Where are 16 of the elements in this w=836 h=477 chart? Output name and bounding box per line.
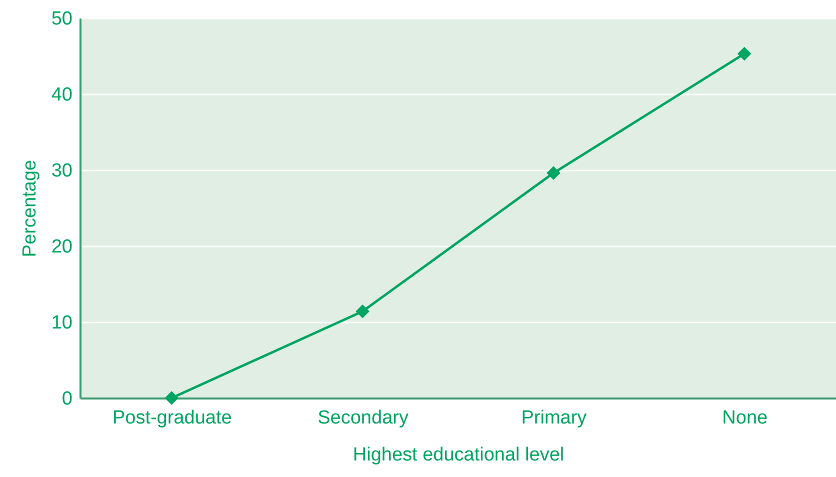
y-axis-title: Percentage xyxy=(19,160,40,258)
point xyxy=(356,304,370,318)
x-tick-label: None xyxy=(722,408,768,428)
y-tick-label: 20 xyxy=(51,236,72,258)
y-tick-label: 40 xyxy=(51,84,72,106)
y-tick-label: 30 xyxy=(51,160,72,182)
y-tick-label: 50 xyxy=(51,8,72,30)
x-tick-label: Secondary xyxy=(318,408,409,428)
y-tick-label: 0 xyxy=(62,388,72,410)
point xyxy=(546,166,560,180)
y-tick-label: 10 xyxy=(51,312,72,334)
point xyxy=(164,391,179,405)
x-tick-label: Post-graduate xyxy=(112,408,232,428)
x-axis-title: Highest educational level xyxy=(352,444,564,466)
x-tick-label: Primary xyxy=(521,408,588,428)
point xyxy=(737,46,752,61)
